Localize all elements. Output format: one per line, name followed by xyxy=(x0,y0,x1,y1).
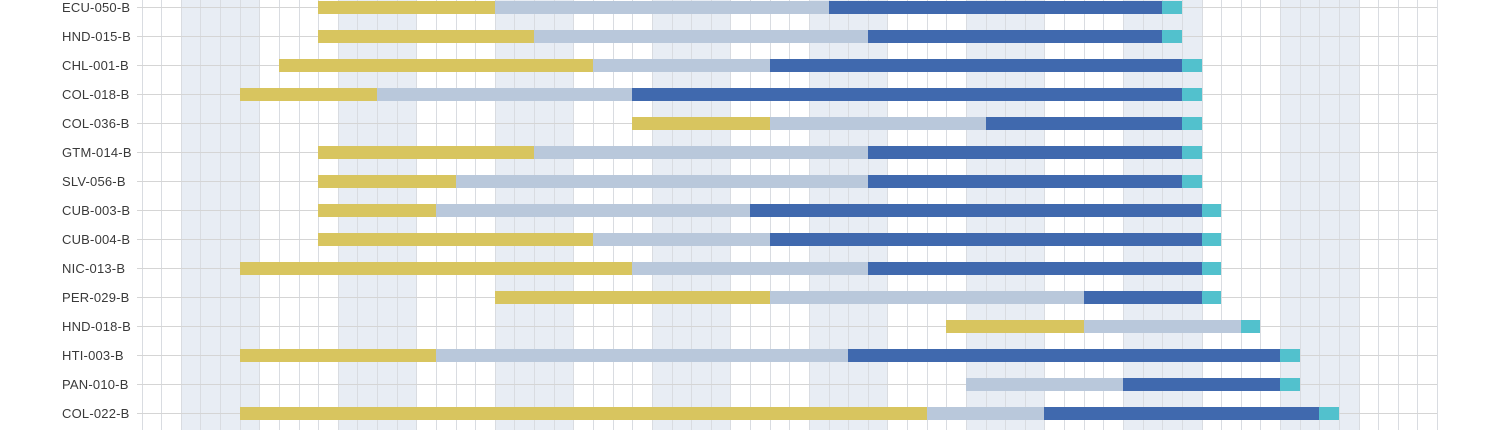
gantt-bar-segment-phase-3-darkblue xyxy=(750,203,1202,217)
grid-vline xyxy=(1280,0,1282,430)
gantt-bar-segment-phase-1-yellow xyxy=(632,116,770,130)
grid-vline xyxy=(1319,0,1321,430)
gantt-bar-segment-phase-1-yellow xyxy=(239,261,633,275)
gantt-bar-segment-phase-1-yellow xyxy=(239,348,436,362)
grid-vline xyxy=(1221,0,1223,430)
grid-vline xyxy=(298,0,300,430)
grid-vline xyxy=(141,0,143,430)
row-label: COL-036-B xyxy=(62,115,130,131)
gantt-bar-segment-phase-4-teal xyxy=(1162,29,1182,43)
gantt-bar-segment-phase-3-darkblue xyxy=(848,348,1281,362)
row-label: SLV-056-B xyxy=(62,173,126,189)
gantt-bar-segment-phase-3-darkblue xyxy=(632,87,1182,101)
gantt-bar-segment-phase-1-yellow xyxy=(318,29,535,43)
gantt-bar-segment-phase-1-yellow xyxy=(318,0,495,14)
grid-vline xyxy=(1378,0,1380,430)
grid-vline xyxy=(220,0,222,430)
gantt-bar-segment-phase-2-lightblue xyxy=(435,203,751,217)
row-label: CUB-003-B xyxy=(62,202,131,218)
gantt-bar-segment-phase-2-lightblue xyxy=(769,290,1084,304)
grid-vline xyxy=(1260,0,1262,430)
gantt-bar-segment-phase-1-yellow xyxy=(494,290,770,304)
gantt-bar-segment-phase-1-yellow xyxy=(278,58,593,72)
grid-vline xyxy=(1338,0,1340,430)
gantt-bar-segment-phase-2-lightblue xyxy=(377,87,633,101)
row-label: PER-029-B xyxy=(62,289,130,305)
gantt-bar-segment-phase-4-teal xyxy=(1181,116,1202,130)
gantt-bar-segment-phase-4-teal xyxy=(1181,145,1202,159)
gantt-bar-segment-phase-3-darkblue xyxy=(1083,290,1202,304)
row-leader-line xyxy=(137,326,1438,327)
grid-vline xyxy=(200,0,202,430)
row-label: COL-018-B xyxy=(62,86,130,102)
gantt-bar-segment-phase-3-darkblue xyxy=(769,232,1202,246)
gantt-bar-segment-phase-1-yellow xyxy=(318,232,593,246)
row-label: HND-015-B xyxy=(62,28,131,44)
gantt-bar-segment-phase-3-darkblue xyxy=(867,29,1163,43)
gantt-bar-segment-phase-2-lightblue xyxy=(455,174,868,188)
grid-vline xyxy=(1397,0,1399,430)
gantt-bar-segment-phase-3-darkblue xyxy=(1123,377,1281,391)
gantt-bar-segment-phase-1-yellow xyxy=(318,174,456,188)
row-label: ECU-050-B xyxy=(62,0,131,15)
gantt-bar-segment-phase-2-lightblue xyxy=(534,29,868,43)
gantt-bar-segment-phase-4-teal xyxy=(1162,0,1182,14)
row-label: HTI-003-B xyxy=(62,347,124,363)
gantt-bar-segment-phase-4-teal xyxy=(1240,319,1261,333)
grid-vline xyxy=(1299,0,1301,430)
gantt-bar-segment-phase-2-lightblue xyxy=(494,0,829,14)
gantt-bar-segment-phase-1-yellow xyxy=(239,87,378,101)
gantt-bar-segment-phase-2-lightblue xyxy=(592,232,770,246)
gantt-bar-segment-phase-2-lightblue xyxy=(435,348,849,362)
gantt-bar-segment-phase-3-darkblue xyxy=(867,145,1182,159)
row-label: GTM-014-B xyxy=(62,144,132,160)
row-label: HND-018-B xyxy=(62,318,131,334)
row-label: CUB-004-B xyxy=(62,231,131,247)
gantt-bar-segment-phase-2-lightblue xyxy=(1083,319,1241,333)
gantt-bar-segment-phase-4-teal xyxy=(1319,406,1339,420)
grid-vline xyxy=(278,0,280,430)
gantt-bar-segment-phase-1-yellow xyxy=(318,145,535,159)
grid-vline xyxy=(259,0,261,430)
gantt-bar-segment-phase-4-teal xyxy=(1201,203,1222,217)
row-label: NIC-013-B xyxy=(62,260,126,276)
grid-vline xyxy=(1240,0,1242,430)
gantt-bar-segment-phase-4-teal xyxy=(1280,377,1300,391)
gantt-bar-segment-phase-4-teal xyxy=(1280,348,1300,362)
gantt-bar-segment-phase-3-darkblue xyxy=(1044,406,1320,420)
gantt-bar-segment-phase-1-yellow xyxy=(946,319,1084,333)
gantt-bar-segment-phase-2-lightblue xyxy=(632,261,868,275)
gantt-bar-segment-phase-3-darkblue xyxy=(867,261,1202,275)
gantt-bar-segment-phase-3-darkblue xyxy=(828,0,1163,14)
gantt-bar-segment-phase-3-darkblue xyxy=(985,116,1182,130)
grid-vline xyxy=(180,0,182,430)
grid-vline xyxy=(1358,0,1360,430)
gantt-bar-segment-phase-2-lightblue xyxy=(592,58,770,72)
gantt-bar-segment-phase-4-teal xyxy=(1181,174,1202,188)
row-label: PAN-010-B xyxy=(62,376,129,392)
row-leader-line xyxy=(137,384,1438,385)
gantt-bar-segment-phase-2-lightblue xyxy=(926,406,1045,420)
gantt-bar-segment-phase-2-lightblue xyxy=(965,377,1123,391)
gantt-bar-segment-phase-2-lightblue xyxy=(769,116,986,130)
grid-vline xyxy=(1437,0,1439,430)
gantt-bar-segment-phase-4-teal xyxy=(1201,232,1222,246)
gantt-bar-segment-phase-4-teal xyxy=(1181,58,1202,72)
gantt-bar-segment-phase-2-lightblue xyxy=(534,145,868,159)
gantt-bar-segment-phase-1-yellow xyxy=(239,406,927,420)
gantt-bar-segment-phase-4-teal xyxy=(1201,261,1222,275)
grid-vline xyxy=(161,0,163,430)
row-label: CHL-001-B xyxy=(62,57,129,73)
gantt-bar-segment-phase-3-darkblue xyxy=(769,58,1182,72)
row-label: COL-022-B xyxy=(62,405,130,421)
grid-vline xyxy=(1417,0,1419,430)
gantt-bar-segment-phase-4-teal xyxy=(1201,290,1222,304)
gantt-bar-segment-phase-3-darkblue xyxy=(867,174,1182,188)
gantt-bar-segment-phase-4-teal xyxy=(1181,87,1202,101)
grid-vline xyxy=(239,0,241,430)
gantt-bar-segment-phase-1-yellow xyxy=(318,203,436,217)
